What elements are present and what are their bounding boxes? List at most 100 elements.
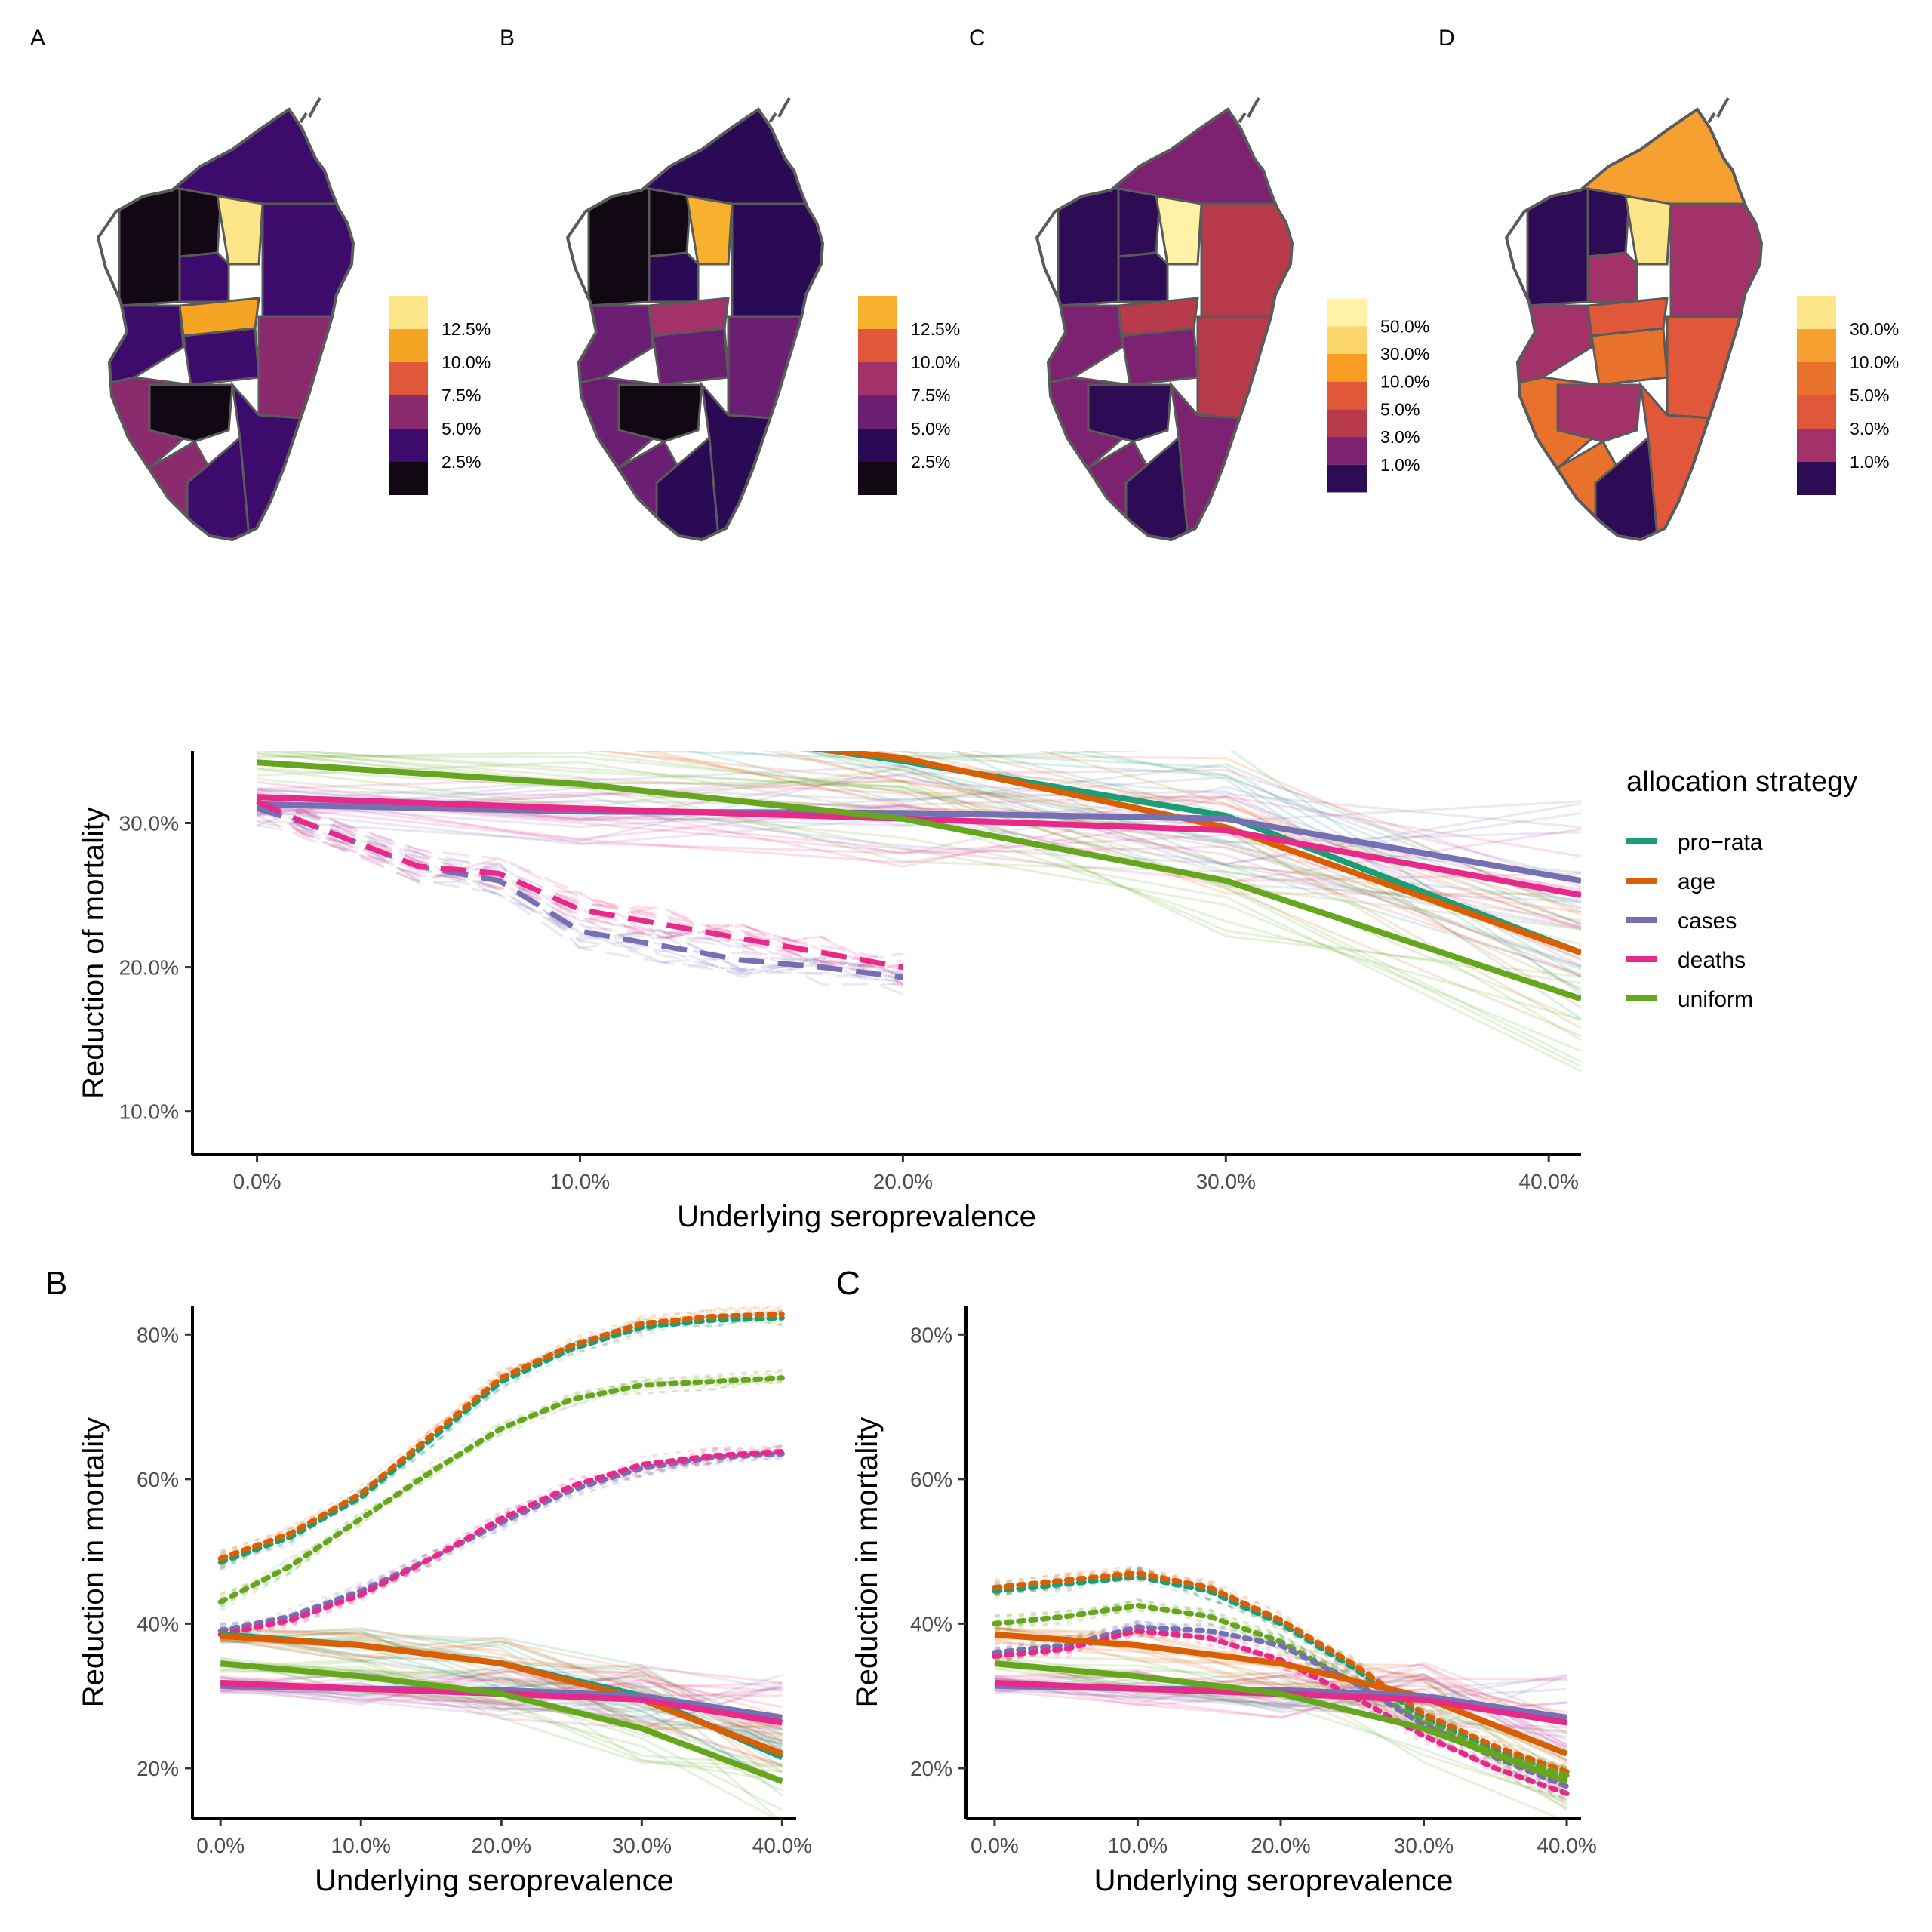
x-tick-label: 10.0% [550, 1170, 610, 1193]
replicate-line-cases [257, 820, 903, 972]
series-line-uniform [257, 759, 1581, 1002]
map-region [1121, 327, 1199, 386]
map-region [1594, 435, 1665, 540]
replicate-line-pro-rata [952, 751, 1581, 975]
replicate-line-pro-rata [796, 751, 1581, 968]
replicate-line-cases [220, 1456, 783, 1640]
legend-swatch [389, 329, 428, 362]
replicate-line-uniform [257, 755, 1581, 931]
replicate-line-age [220, 1626, 783, 1737]
replicate-line-cases [220, 1454, 783, 1626]
replicate-line-deaths [994, 1666, 1567, 1751]
legend-swatch [389, 429, 428, 462]
x-tick-label: 30.0% [612, 1834, 672, 1857]
replicate-line-cases [220, 1450, 783, 1628]
replicate-line-deaths [257, 791, 903, 985]
legend-swatch [858, 429, 897, 462]
x-tick-label: 10.0% [1108, 1834, 1168, 1857]
replicate-line-cases [220, 1457, 783, 1633]
legend-label: 30.0% [1850, 319, 1899, 339]
map-legend: 30.0% 10.0% 5.0% 3.0% 1.0% [1797, 296, 1899, 495]
map-region [685, 195, 734, 266]
panel-letter-b: B [500, 26, 515, 51]
y-axis-title: Reduction of mortality [77, 807, 110, 1099]
legend-swatch [1327, 326, 1367, 354]
legend-swatch [1327, 464, 1367, 493]
map-region [257, 315, 353, 424]
legend-swatch [1327, 409, 1367, 438]
replicate-line-age [994, 1627, 1567, 1726]
replicate-line-uniform [994, 1662, 1567, 1804]
replicate-line-pro-rata [220, 1630, 783, 1784]
replicate-line-uniform [994, 1654, 1567, 1754]
map-region [1506, 304, 1593, 394]
series-line-cases [257, 801, 1581, 884]
replicate-line-deaths [256, 801, 903, 971]
replicate-line-cases [256, 797, 903, 986]
replicate-line-uniform [220, 1657, 783, 1768]
replicate-line-uniform [257, 767, 1581, 1041]
legend-label: 5.0% [911, 419, 950, 438]
legend-swatch [1797, 296, 1836, 329]
replicate-line-pro-rata [970, 751, 1581, 904]
replicate-line-uniform [994, 1655, 1567, 1761]
legend-items: pro−rata age cases deaths uniform [1626, 830, 1763, 1012]
replicate-line-cases [257, 804, 903, 974]
legend-label: 1.0% [1380, 455, 1420, 475]
legend-swatch [1327, 353, 1367, 382]
legend-label-pro-rata: pro−rata [1678, 830, 1763, 855]
replicate-line-age [647, 751, 1581, 1029]
replicate-line-age [220, 1310, 783, 1568]
replicate-line-age [804, 751, 1581, 914]
replicate-line-age [776, 751, 1581, 990]
legend-swatch [858, 395, 897, 429]
map-region [1155, 195, 1203, 266]
legend-label: 50.0% [1380, 316, 1429, 336]
madagascar-map [97, 97, 355, 541]
replicate-line-age [220, 1308, 783, 1552]
replicate-line-deaths [257, 779, 1581, 961]
chart-b: B 0.0% 10.0% 20.0% 30.0% 40.0% 20% 40% 60% 80% Und… [45, 1265, 812, 1897]
y-tick-label: 20% [137, 1757, 179, 1780]
map-region [178, 251, 230, 303]
y-tick-label: 20.0% [119, 956, 179, 980]
replicate-line-pro-rata [829, 751, 1581, 901]
replicate-line-age [1038, 751, 1581, 924]
x-axis-title: Underlying seroprevalence [1094, 1864, 1454, 1897]
replicate-line-deaths [220, 1672, 783, 1742]
legend-label: 3.0% [1380, 427, 1420, 447]
legend-label: 2.5% [911, 452, 950, 472]
replicate-line-cases [220, 1676, 783, 1730]
legend-swatch [389, 296, 428, 329]
replicate-line-deaths [994, 1678, 1567, 1719]
replicate-line-deaths [220, 1672, 783, 1689]
replicate-line-cases [220, 1454, 783, 1629]
replicate-line-deaths [257, 808, 903, 967]
replicate-line-cases [257, 764, 1581, 931]
legend-label: 7.5% [441, 386, 481, 405]
series-line-deaths [217, 1449, 785, 1638]
replicate-line-cases [257, 824, 903, 975]
x-tick-label: 40.0% [752, 1834, 812, 1857]
replicate-line-deaths [220, 1448, 783, 1636]
y-tick-label: 80% [137, 1323, 179, 1346]
y-tick-label: 40% [137, 1612, 179, 1635]
map-region [1586, 187, 1631, 258]
replicate-line-uniform [994, 1658, 1567, 1770]
replicate-line-uniform [220, 1374, 783, 1605]
replicate-line-deaths [220, 1444, 783, 1632]
replicate-line-cases [994, 1674, 1567, 1709]
panel-letter-c: C [969, 26, 986, 51]
map-region [182, 327, 260, 386]
legend-swatch [1797, 362, 1836, 395]
plot-area [992, 1564, 1570, 1819]
x-tick-label: 0.0% [196, 1834, 245, 1857]
map-legend: 12.5% 10.0% 7.5% 5.0% 2.5% [858, 296, 960, 495]
map-panel-c: C 50.0% 30.0% 10.0% 5.0% 3.0% 1.0% [969, 26, 1429, 541]
replicate-line-uniform [257, 768, 1581, 1072]
legend-label: 2.5% [441, 452, 481, 472]
map-region [1590, 327, 1669, 386]
replicate-line-cases [257, 774, 1581, 929]
map-region [1586, 251, 1638, 303]
replicate-line-uniform [220, 1380, 783, 1607]
